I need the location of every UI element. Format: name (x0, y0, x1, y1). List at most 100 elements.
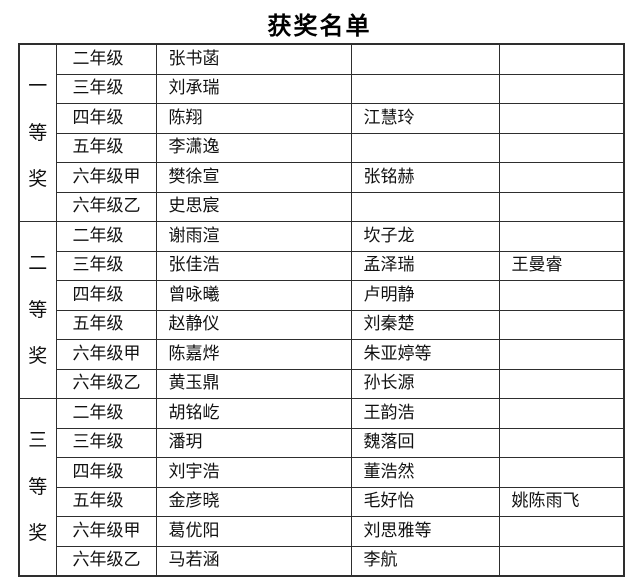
award-level-cell: 三等奖 (18, 398, 57, 577)
winner-name-cell (498, 516, 625, 547)
grade-cell: 六年级甲 (55, 516, 157, 547)
table-row: 六年级乙 黄玉鼎 孙长源 (19, 368, 625, 399)
award-level-char: 二 (28, 252, 48, 274)
winner-name-cell (498, 368, 625, 399)
table-row: 四年级 曾咏曦 卢明静 (19, 280, 625, 311)
grade-cell: 四年级 (55, 103, 157, 134)
winner-name-cell: 毛好怡 (350, 486, 500, 517)
award-level-label: 一等奖 (20, 50, 55, 217)
winner-name-cell (350, 73, 500, 104)
winner-name-cell: 坎子龙 (350, 221, 500, 252)
winner-name-cell: 李潇逸 (155, 132, 352, 163)
winner-name-cell (498, 132, 625, 163)
winner-name-cell: 张佳浩 (155, 250, 352, 281)
winner-name-cell: 张书菡 (155, 43, 352, 75)
winner-name-cell: 张铭赫 (350, 162, 500, 193)
grade-cell: 五年级 (55, 132, 157, 163)
winner-name-cell: 谢雨渲 (155, 221, 352, 252)
winner-name-cell: 刘宇浩 (155, 457, 352, 488)
winner-name-cell: 金彦晓 (155, 486, 352, 517)
grade-cell: 三年级 (55, 73, 157, 104)
winner-name-cell: 曾咏曦 (155, 280, 352, 311)
winner-name-cell (498, 545, 625, 577)
winner-name-cell: 葛优阳 (155, 516, 352, 547)
award-level-label: 三等奖 (20, 404, 55, 571)
grade-cell: 二年级 (55, 398, 157, 429)
award-level-char: 三 (28, 429, 48, 451)
award-level-char: 等 (28, 475, 48, 498)
table-row: 一等奖二年级 张书菡 (18, 43, 625, 222)
award-level-char: 奖 (28, 522, 48, 544)
winner-name-cell: 江慧玲 (350, 103, 500, 134)
grade-cell: 四年级 (55, 457, 157, 488)
table-row: 五年级 金彦晓 毛好怡 姚陈雨飞 (19, 486, 625, 517)
award-level-cell: 二等奖 (18, 221, 57, 399)
winner-name-cell: 马若涵 (155, 545, 352, 577)
winner-name-cell: 朱亚婷等 (350, 339, 500, 370)
table-row: 三年级 张佳浩 孟泽瑞 王曼睿 (19, 250, 625, 281)
table-row: 六年级乙 史思宸 (19, 191, 625, 222)
winner-name-cell: 刘秦楚 (350, 309, 500, 340)
winner-name-cell: 刘思雅等 (350, 516, 500, 547)
table-row: 五年级 赵静仪 刘秦楚 (19, 309, 625, 340)
winner-name-cell (498, 191, 625, 222)
winner-name-cell: 董浩然 (350, 457, 500, 488)
award-level-label: 二等奖 (20, 227, 55, 394)
winner-name-cell: 刘承瑞 (155, 73, 352, 104)
winner-name-cell (350, 43, 500, 75)
table-row: 四年级 陈翔 江慧玲 (19, 103, 625, 134)
table-row: 六年级甲 葛优阳 刘思雅等 (19, 516, 625, 547)
table-row: 三等奖二年级 胡铭屹 王韵浩 (18, 398, 625, 577)
award-level-char: 等 (28, 298, 48, 321)
winner-name-cell: 赵静仪 (155, 309, 352, 340)
winner-name-cell: 潘玥 (155, 427, 352, 458)
winner-name-cell (498, 309, 625, 340)
table-row: 三年级 刘承瑞 (19, 73, 625, 104)
award-level-char: 一 (28, 75, 48, 97)
table-row: 二等奖二年级 谢雨渲 坎子龙 (18, 221, 625, 399)
winner-name-cell (498, 103, 625, 134)
winner-name-cell (498, 398, 625, 429)
grade-cell: 六年级乙 (55, 368, 157, 399)
winner-name-cell: 卢明静 (350, 280, 500, 311)
winner-name-cell (498, 162, 625, 193)
table-row: 六年级乙 马若涵 李航 (19, 545, 625, 577)
winner-name-cell (498, 339, 625, 370)
winner-name-cell (498, 427, 625, 458)
grade-cell: 六年级乙 (55, 191, 157, 222)
winner-name-cell (498, 280, 625, 311)
winner-name-cell: 李航 (350, 545, 500, 577)
winner-name-cell: 胡铭屹 (155, 398, 352, 429)
winner-name-cell: 樊徐宣 (155, 162, 352, 193)
grade-cell: 四年级 (55, 280, 157, 311)
winner-name-cell: 陈嘉烨 (155, 339, 352, 370)
award-level-cell: 一等奖 (18, 43, 57, 222)
award-level-char: 等 (28, 121, 48, 144)
grade-cell: 五年级 (55, 486, 157, 517)
winner-name-cell: 魏落回 (350, 427, 500, 458)
award-table: 一等奖二年级 张书菡 三年级 刘承瑞 四年级 陈翔 江慧玲 五年级 李潇逸 六年级甲 樊徐宣 张铭赫六… (18, 43, 625, 577)
table-row: 六年级甲 陈嘉烨 朱亚婷等 (19, 339, 625, 370)
winner-name-cell: 王韵浩 (350, 398, 500, 429)
grade-cell: 六年级乙 (55, 545, 157, 577)
grade-cell: 六年级甲 (55, 339, 157, 370)
award-level-char: 奖 (28, 345, 48, 367)
winner-name-cell (498, 457, 625, 488)
grade-cell: 六年级甲 (55, 162, 157, 193)
grade-cell: 二年级 (55, 43, 157, 75)
table-row: 三年级 潘玥 魏落回 (19, 427, 625, 458)
table-row: 四年级 刘宇浩 董浩然 (19, 457, 625, 488)
table-row: 五年级 李潇逸 (19, 132, 625, 163)
grade-cell: 五年级 (55, 309, 157, 340)
winner-name-cell: 史思宸 (155, 191, 352, 222)
page-title: 获奖名单 (267, 12, 372, 40)
winner-name-cell: 孙长源 (350, 368, 500, 399)
winner-name-cell (350, 191, 500, 222)
table-row: 六年级甲 樊徐宣 张铭赫 (19, 162, 625, 193)
winner-name-cell: 姚陈雨飞 (498, 486, 625, 517)
winner-name-cell: 陈翔 (155, 103, 352, 134)
winner-name-cell (498, 43, 625, 75)
grade-cell: 三年级 (55, 427, 157, 458)
winner-name-cell (350, 132, 500, 163)
winner-name-cell: 王曼睿 (498, 250, 625, 281)
